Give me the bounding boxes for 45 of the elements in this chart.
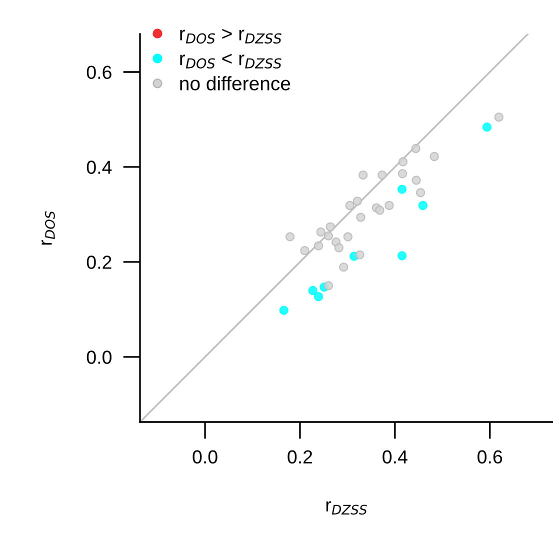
point — [345, 200, 354, 210]
point — [326, 222, 335, 232]
point — [416, 188, 426, 198]
y-axis-title: r$_{DOS}$ — [42, 211, 55, 245]
point — [316, 227, 326, 237]
point — [482, 122, 492, 132]
point — [412, 176, 421, 185]
point — [285, 232, 295, 242]
point — [308, 286, 318, 296]
point — [398, 157, 408, 166]
point — [358, 170, 368, 180]
point — [397, 184, 407, 194]
point — [314, 241, 324, 250]
y-tick-label: 0.0 — [86, 350, 112, 364]
x-tick-label: 0.0 — [192, 450, 218, 464]
legend-label: r$_{DOS}$ > r$_{DZSS}$ — [180, 28, 282, 44]
point — [494, 112, 504, 122]
point — [356, 212, 366, 222]
point — [375, 206, 384, 215]
point — [398, 169, 408, 178]
point — [279, 306, 288, 315]
x-tick-label: 0.2 — [288, 450, 312, 464]
point — [300, 246, 310, 256]
point — [355, 250, 364, 260]
point — [418, 200, 428, 210]
point — [324, 231, 334, 240]
point — [339, 262, 348, 272]
point — [314, 292, 324, 302]
point — [343, 232, 353, 242]
point — [384, 200, 394, 210]
point — [411, 144, 420, 154]
point — [352, 196, 362, 206]
legend-label: no difference — [180, 76, 290, 90]
point — [324, 281, 334, 290]
x-tick-label: 0.6 — [478, 450, 502, 464]
point — [334, 243, 344, 252]
point — [378, 170, 387, 180]
point — [397, 251, 407, 260]
legend-label: r$_{DOS}$ < r$_{DZSS}$ — [180, 54, 282, 69]
y-tick-label: 0.2 — [86, 256, 112, 269]
x-axis-title: r$_{DZSS}$ — [326, 501, 367, 515]
x-tick-label: 0.4 — [382, 450, 408, 464]
y-tick-label: 0.4 — [86, 160, 112, 174]
y-tick-label: 0.6 — [86, 66, 112, 79]
point — [430, 152, 439, 162]
